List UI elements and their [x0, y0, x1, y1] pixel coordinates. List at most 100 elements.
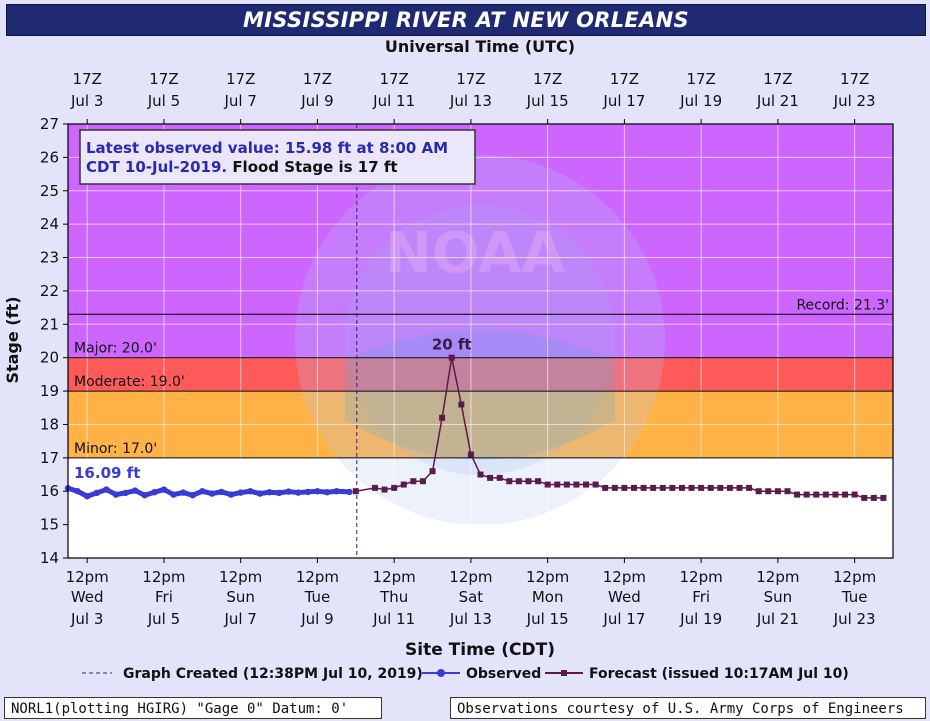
top-tick-date: Jul 23	[833, 92, 876, 110]
observed-point	[237, 489, 244, 496]
y-tick-label: 23	[40, 249, 59, 267]
annotation-latest-observed: 16.09 ft	[74, 464, 140, 482]
top-tick-date: Jul 3	[70, 92, 103, 110]
bottom-tick-day: Mon	[532, 588, 564, 606]
forecast-point	[650, 484, 657, 491]
bottom-tick-day: Tue	[841, 588, 868, 606]
observed-point	[208, 490, 216, 497]
chart-title: MISSISSIPPI RIVER AT NEW ORLEANS	[6, 4, 926, 36]
legend-forecast-marker	[561, 670, 567, 676]
threshold-lines: Record: 21.3' Major: 20.0' Moderate: 19.0'…	[68, 297, 893, 459]
y-tick-label: 19	[40, 382, 59, 400]
plot-area: NOAA Record: 21.3' Major: 20.0' Moderate: …	[64, 123, 894, 559]
bottom-tick-time: 12pm	[833, 568, 876, 586]
forecast-point	[535, 478, 542, 485]
observed-point	[275, 489, 283, 497]
info-box-line1: Latest observed value: 15.98 ft at 8:00 …	[86, 139, 448, 157]
bottom-tick-date: Jul 5	[147, 610, 180, 628]
bottom-tick-time: 12pm	[449, 568, 492, 586]
forecast-point	[506, 478, 513, 485]
observed-point	[112, 491, 120, 498]
top-tick-time: 17Z	[149, 70, 178, 88]
bottom-tick-date: Jul 17	[602, 610, 645, 628]
observed-point	[285, 488, 292, 495]
forecast-point	[429, 468, 436, 475]
forecast-point	[621, 484, 628, 491]
top-tick-time: 17Z	[379, 70, 408, 88]
forecast-point	[640, 484, 647, 491]
forecast-point	[611, 484, 618, 491]
top-tick-time: 17Z	[72, 70, 101, 88]
bottom-tick-time: 12pm	[219, 568, 262, 586]
forecast-point	[573, 481, 580, 488]
observed-point	[122, 489, 129, 497]
annotations: 16.09 ft 20 ft	[74, 336, 472, 483]
forecast-point	[439, 414, 446, 421]
bottom-tick-time: 12pm	[756, 568, 799, 586]
forecast-point	[707, 484, 714, 491]
info-box: Latest observed value: 15.98 ft at 8:00 …	[79, 129, 476, 185]
forecast-series	[352, 354, 887, 501]
bottom-tick-date: Jul 15	[526, 610, 569, 628]
observed-point	[179, 489, 187, 496]
top-tick-time: 17Z	[226, 70, 255, 88]
observed-point	[151, 489, 158, 496]
bottom-tick-time: 12pm	[373, 568, 416, 586]
observed-point	[189, 492, 196, 499]
forecast-point	[496, 474, 503, 481]
observed-point	[170, 491, 177, 498]
bottom-tick-time: 12pm	[296, 568, 339, 586]
observed-point	[247, 488, 254, 495]
forecast-point	[717, 484, 724, 491]
top-tick-time: 17Z	[303, 70, 332, 88]
bottom-tick-date: Jul 23	[833, 610, 876, 628]
observed-point	[93, 489, 100, 497]
forecast-point	[515, 478, 522, 485]
forecast-point	[736, 484, 743, 491]
bottom-tick-day: Sun	[226, 588, 255, 606]
bottom-tick-day: Wed	[71, 588, 104, 606]
bottom-tick-day: Tue	[304, 588, 331, 606]
top-tick-time: 17Z	[686, 70, 715, 88]
forecast-point	[352, 488, 359, 495]
hydrograph-chart: Universal Time (UTC) 17Z Jul 3 17Z Jul 5 17Z…	[3, 37, 894, 682]
forecast-point	[688, 484, 695, 491]
observed-point	[295, 489, 302, 496]
forecast-point	[381, 486, 388, 493]
top-tick-date: Jul 7	[223, 92, 256, 110]
bottom-tick-date: Jul 7	[223, 610, 256, 628]
forecast-point	[765, 488, 772, 495]
forecast-point	[678, 484, 685, 491]
forecast-point	[746, 484, 753, 491]
observed-point	[304, 488, 312, 496]
forecast-point	[592, 481, 599, 488]
forecast-point	[870, 494, 877, 501]
top-axis-title: Universal Time (UTC)	[385, 37, 575, 56]
observed-series	[64, 485, 353, 500]
observed-point	[218, 488, 225, 496]
threshold-label-major: Major: 20.0'	[74, 341, 157, 357]
forecast-point	[525, 478, 532, 485]
legend: Graph Created (12:38PM Jul 10, 2019) Obs…	[82, 666, 849, 682]
forecast-point	[813, 491, 820, 498]
top-tick-date: Jul 21	[756, 92, 799, 110]
observed-point	[83, 493, 91, 500]
bottom-tick-date: Jul 11	[372, 610, 415, 628]
bottom-tick-day: Wed	[608, 588, 641, 606]
forecast-point	[861, 494, 868, 501]
bottom-tick-time: 12pm	[526, 568, 569, 586]
threshold-label-record: Record: 21.3'	[796, 297, 889, 313]
top-tick-time: 17Z	[456, 70, 485, 88]
threshold-label-minor: Minor: 17.0'	[74, 441, 157, 457]
forecast-point	[755, 488, 762, 495]
forecast-point	[544, 481, 551, 488]
watermark-text: NOAA	[385, 221, 565, 286]
forecast-point	[784, 488, 791, 495]
forecast-point	[774, 488, 781, 495]
observed-point	[256, 490, 264, 497]
bottom-tick-date: Jul 3	[70, 610, 103, 628]
y-tick-label: 17	[40, 449, 59, 467]
observed-point	[74, 488, 81, 495]
top-tick-date: Jul 13	[449, 92, 492, 110]
forecast-point	[583, 481, 590, 488]
